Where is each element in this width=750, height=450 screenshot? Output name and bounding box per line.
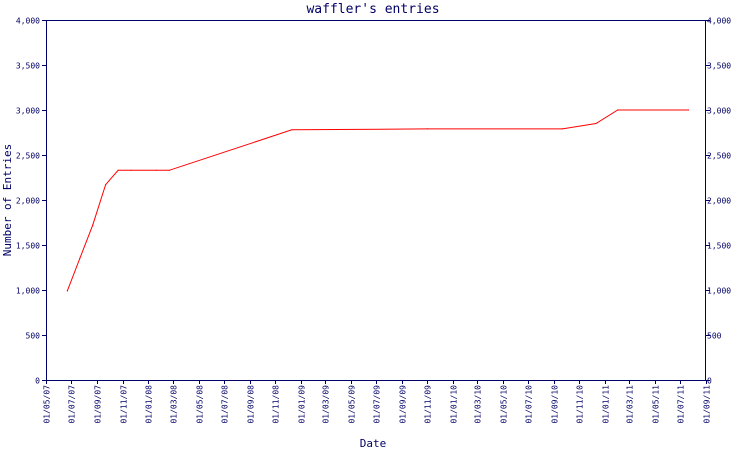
y-tick-label-left: 3,000 [16,107,40,116]
x-tick-label: 01/03/10 [474,385,483,424]
data-point [79,257,81,260]
chart-title: waffler's entries [306,2,439,17]
x-tick-label: 01/07/09 [373,385,382,424]
y-tick-label-left: 2,000 [16,197,40,206]
x-tick-label: 01/03/11 [626,385,635,424]
x-tick-label: 01/09/08 [247,385,256,424]
x-tick-label: 01/09/10 [551,385,560,424]
y-ticks: 0 0 500 500 1,000 1,000 1,500 1,500 2,000 2,000 2,… [16,17,731,386]
x-tick-label: 01/01/08 [145,385,154,424]
y-tick-label-left: 2,500 [16,152,40,161]
x-tick-label: 01/09/07 [94,385,103,424]
x-axis-label: Date [360,437,387,450]
x-tick-label: 01/05/08 [196,385,205,424]
data-point [92,224,94,226]
x-tick-label: 01/11/10 [576,385,585,424]
y-tick-label-right: 1,000 [707,287,731,296]
x-tick-label: 01/05/09 [348,385,357,424]
entries-line [66,109,689,292]
x-tick-label: 01/07/11 [677,385,686,424]
x-ticks: 01/05/07 01/07/07 01/09/07 01/11/07 01/01/08… [43,380,712,424]
x-tick-label: 01/07/08 [221,385,230,424]
x-tick-label: 01/05/07 [43,385,52,424]
data-point [291,129,293,131]
y-tick-label-right: 0 [707,377,712,386]
series-group [66,109,690,292]
data-point [561,128,563,130]
x-tick-label: 01/11/07 [120,385,129,424]
data-point [130,169,132,171]
data-point [426,128,428,130]
x-tick-label: 01/01/10 [450,385,459,424]
y-tick-label-left: 3,500 [16,62,40,71]
x-tick-label: 01/03/08 [170,385,179,424]
data-point [168,169,170,171]
y-tick-label-right: 4,000 [707,17,731,26]
x-tick-label: 01/01/11 [602,385,611,424]
data-point [687,109,690,111]
x-tick-label: 01/05/11 [652,385,661,424]
data-point [66,290,68,292]
y-tick-label-right: 3,000 [707,107,731,116]
data-point [105,184,107,186]
x-tick-label: 01/05/10 [500,385,509,424]
data-point [155,169,157,171]
y-tick-label-left: 4,000 [16,17,40,26]
y-axis-label: Number of Entries [1,144,14,257]
y-tick-label-right: 2,500 [707,152,731,161]
x-tick-label: 01/07/07 [68,385,77,424]
data-point [595,122,597,125]
y-tick-label-left: 1,500 [16,242,40,251]
y-tick-label-left: 500 [26,332,41,341]
y-tick-label-right: 1,500 [707,242,731,251]
x-tick-label: 01/07/10 [525,385,534,424]
y-tick-label-right: 500 [707,332,722,341]
y-tick-label-right: 2,000 [707,197,731,206]
data-point [617,109,619,111]
x-tick-label: 01/11/09 [424,385,433,424]
y-tick-label-left: 0 [35,377,40,386]
x-tick-label: 01/01/09 [298,385,307,424]
x-tick-label: 01/09/09 [399,385,408,424]
y-tick-label-left: 1,000 [16,287,40,296]
y-tick-label-right: 3,500 [707,62,731,71]
x-tick-label: 01/03/09 [322,385,331,424]
data-point [117,169,119,171]
x-tick-label: 01/09/11 [703,385,712,424]
x-tick-label: 01/11/08 [272,385,281,424]
